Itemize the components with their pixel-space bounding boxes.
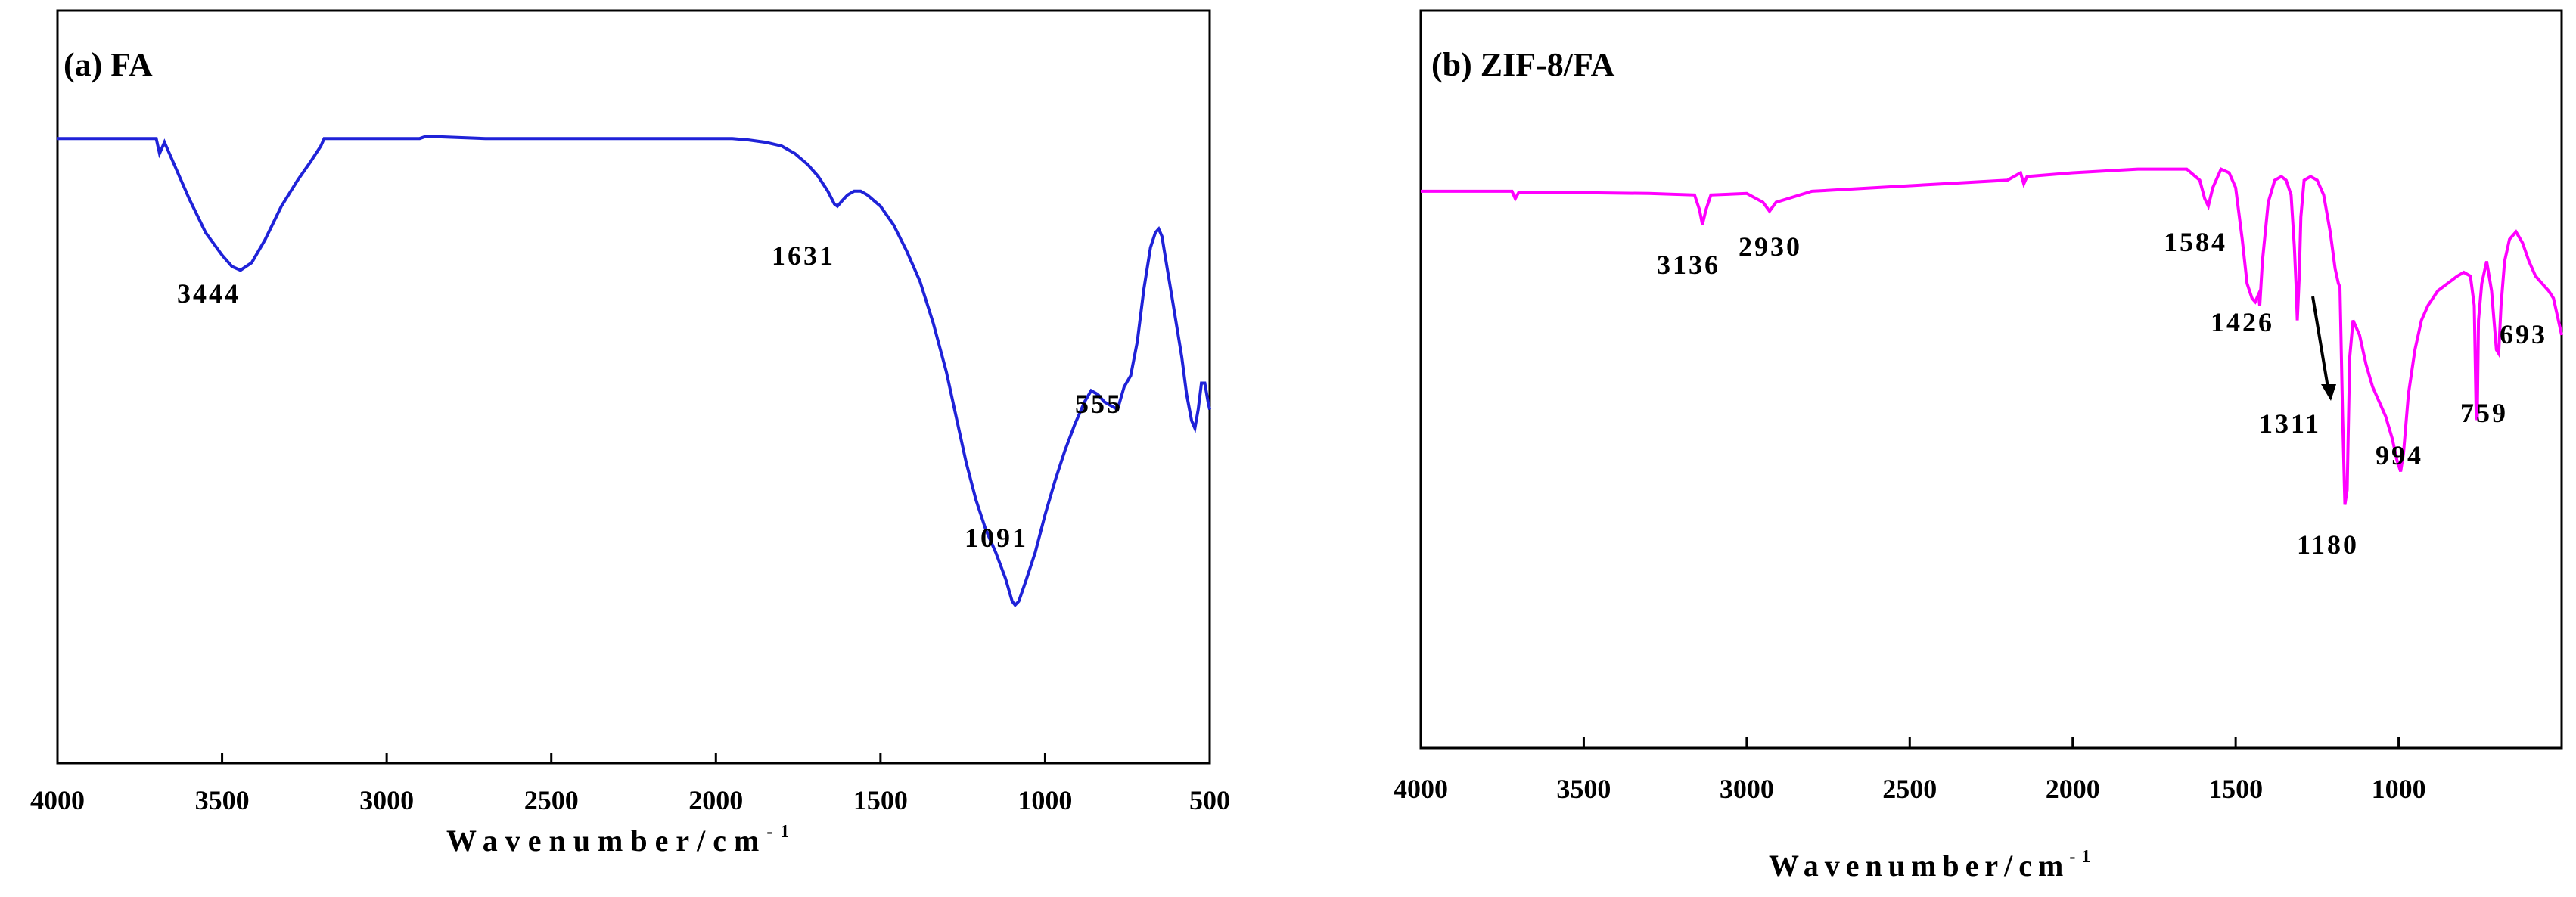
x-tick-label-2000: 2000 — [688, 785, 743, 815]
peak-label-2930: 2930 — [1739, 231, 1802, 262]
x-tick-label-1500: 1500 — [2208, 774, 2263, 804]
peak-label-1180: 1180 — [2297, 529, 2359, 560]
panel-b-zif8-fa: (b) ZIF-8/FA 4000 3500 3000 2500 2000 1500 100… — [1394, 9, 2563, 883]
peak-label-3136: 3136 — [1657, 250, 1720, 280]
x-tick-label-4000: 4000 — [30, 785, 85, 815]
peak-label-1311: 1311 — [2259, 408, 2321, 439]
peak-label-759: 759 — [2460, 398, 2508, 428]
panel-b-frame — [1419, 9, 2563, 750]
panel-b-x-ticks: 4000 3500 3000 2500 2000 1500 1000 — [1394, 737, 2426, 804]
x-tick-label-3500: 3500 — [195, 785, 250, 815]
x-tick-label-500: 500 — [1189, 785, 1230, 815]
x-tick-label-4000: 4000 — [1394, 774, 1448, 804]
panel-b-title: (b) ZIF-8/FA — [1431, 46, 1615, 83]
x-tick-label-3000: 3000 — [1720, 774, 1774, 804]
peak-label-1584: 1584 — [2164, 227, 2227, 257]
panel-a-spectrum-line — [57, 135, 1211, 608]
x-tick-label-2500: 2500 — [524, 785, 579, 815]
x-tick-label-1500: 1500 — [853, 785, 908, 815]
x-tick-label-3000: 3000 — [359, 785, 414, 815]
x-tick-label-3500: 3500 — [1556, 774, 1611, 804]
panel-a-fa: (a) FA 4000 3500 3000 2500 2000 1500 1000 500 3… — [30, 9, 1230, 858]
x-tick-label-2000: 2000 — [2046, 774, 2100, 804]
peak-label-994: 994 — [2376, 440, 2423, 470]
peak-label-1091: 1091 — [965, 523, 1028, 553]
peak-label-1631: 1631 — [772, 241, 835, 271]
x-tick-label-1000: 1000 — [1018, 785, 1072, 815]
x-tick-label-1000: 1000 — [2372, 774, 2426, 804]
peak-label-3444: 3444 — [177, 278, 241, 309]
peak-arrow-1311 — [2311, 296, 2329, 388]
peak-arrowhead-1311 — [2321, 384, 2336, 401]
peak-label-693: 693 — [2500, 319, 2547, 349]
panel-b-peak-labels: 3136 2930 1584 1426 1311 1180 994 759 69… — [1657, 227, 2547, 560]
panel-a-title: (a) FA — [64, 46, 153, 83]
x-tick-label-2500: 2500 — [1882, 774, 1937, 804]
panel-b-spectrum-line — [1421, 166, 2563, 505]
peak-label-555: 555 — [1075, 389, 1123, 419]
panel-a-x-ticks: 4000 3500 3000 2500 2000 1500 1000 500 — [30, 753, 1230, 815]
panel-a-x-axis-label: Wavenumber/cm-1 — [446, 822, 797, 858]
panel-b-x-axis-label: Wavenumber/cm-1 — [1769, 847, 2096, 883]
panel-a-peak-labels: 3444 1631 1091 555 — [177, 241, 1123, 553]
peak-label-1426: 1426 — [2211, 307, 2274, 337]
panel-a-frame — [56, 9, 1211, 765]
